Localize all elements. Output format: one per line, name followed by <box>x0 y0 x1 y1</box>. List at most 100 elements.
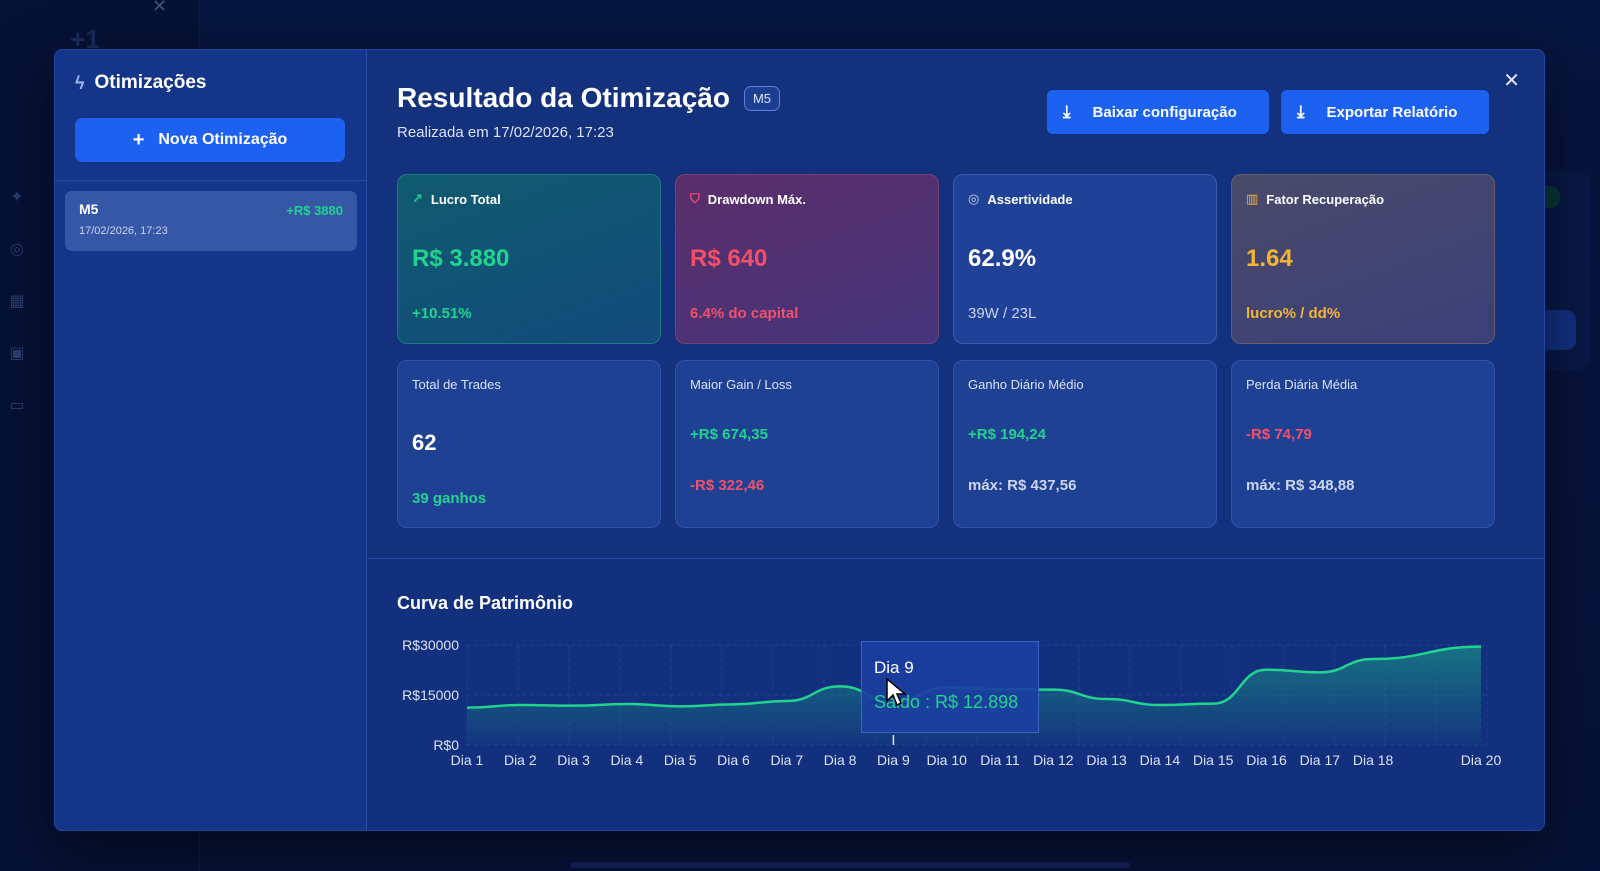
tooltip-value: Saldo : R$ 12.898 <box>874 692 1019 712</box>
card-header: ▥ Fator Recuperação <box>1246 191 1480 207</box>
download-icon: ⤓ <box>1297 102 1305 121</box>
card-label: Total de Trades <box>412 377 501 392</box>
grid-icon[interactable]: ▦ <box>9 293 25 310</box>
card-value: 62.9% <box>968 245 1037 272</box>
card-sub: -R$ 322,46 <box>690 477 765 494</box>
trending-up-icon: ↗ <box>412 191 423 206</box>
x-tick-label: Dia 5 <box>664 752 697 768</box>
lightning-icon: ϟ <box>75 72 85 93</box>
page-subtitle: Realizada em 17/02/2026, 17:23 <box>397 124 614 141</box>
card-label: Ganho Diário Médio <box>968 377 1084 392</box>
card-sub: máx: R$ 437,56 <box>968 477 1077 494</box>
card-label: Perda Diária Média <box>1246 377 1358 392</box>
page-title: Resultado da Otimização <box>397 82 730 113</box>
card-header: ↗ Lucro Total <box>412 191 646 207</box>
download-icon: ⤓ <box>1063 102 1071 121</box>
history-item-date: 17/02/2026, 17:23 <box>79 225 168 237</box>
card-label: Assertividade <box>987 191 1073 207</box>
card-max-gain-loss: Maior Gain / Loss +R$ 674,35 -R$ 322,46 <box>675 360 939 528</box>
x-tick-label: Dia 14 <box>1140 752 1181 768</box>
y-tick-label: R$0 <box>433 737 459 753</box>
sidebar-title: ϟ Otimizações <box>75 72 206 94</box>
export-report-button[interactable]: ⤓ Exportar Relatório <box>1281 90 1489 134</box>
card-value: +R$ 674,35 <box>690 426 768 443</box>
card-label: Maior Gain / Loss <box>690 377 792 392</box>
optimization-sidebar: ϟ Otimizações + Nova Otimização M5 +R$ 3… <box>55 50 367 830</box>
card-value: +R$ 194,24 <box>968 426 1046 443</box>
new-optimization-button[interactable]: + Nova Otimização <box>75 118 345 162</box>
x-tick-label: Dia 7 <box>770 752 803 768</box>
x-tick-label: Dia 17 <box>1300 752 1341 768</box>
card-value: 62 <box>412 430 437 455</box>
x-tick-label: Dia 16 <box>1246 752 1287 768</box>
sparkle-icon[interactable]: ✦ <box>10 189 24 206</box>
x-tick-label: Dia 6 <box>717 752 750 768</box>
card-value: -R$ 74,79 <box>1246 426 1312 443</box>
card-total-trades: Total de Trades 62 39 ganhos <box>397 360 661 528</box>
x-tick-label: Dia 8 <box>824 752 857 768</box>
history-item-name: M5 <box>79 201 99 217</box>
shield-icon: ⛉ <box>690 191 700 206</box>
x-tick-label: Dia 10 <box>926 752 967 768</box>
export-report-label: Exportar Relatório <box>1326 103 1458 121</box>
card-total-profit: ↗ Lucro Total R$ 3.880 +10.51% <box>397 174 661 344</box>
chart-tooltip: Dia 9 Saldo : R$ 12.898 <box>861 641 1039 733</box>
card-label: Lucro Total <box>430 191 501 207</box>
x-tick-label: Dia 12 <box>1033 752 1074 768</box>
card-label: Fator Recuperação <box>1266 191 1385 207</box>
robot-icon[interactable]: ▣ <box>9 345 25 362</box>
x-tick-label: Dia 2 <box>504 752 537 768</box>
card-avg-daily-gain: Ganho Diário Médio +R$ 194,24 máx: R$ 43… <box>953 360 1217 528</box>
card-sub: máx: R$ 348,88 <box>1246 477 1355 494</box>
optimization-modal: ϟ Otimizações + Nova Otimização M5 +R$ 3… <box>54 49 1545 831</box>
sidebar-divider <box>55 180 367 181</box>
bar-chart-icon: ▥ <box>1246 191 1259 206</box>
target-icon[interactable]: ◎ <box>10 241 24 258</box>
x-tick-label: Dia 13 <box>1086 752 1127 768</box>
background-scrollbar[interactable] <box>570 862 1130 868</box>
y-tick-label: R$30000 <box>402 637 459 653</box>
card-header: ◎ Assertividade <box>968 191 1202 207</box>
close-icon[interactable]: ✕ <box>1503 70 1520 92</box>
x-tick-label: Dia 11 <box>980 752 1020 768</box>
x-tick-label: Dia 20 <box>1461 752 1502 768</box>
x-tick-label: Dia 3 <box>557 752 590 768</box>
y-tick-label: R$15000 <box>402 687 459 703</box>
app-logo: +1 <box>70 23 100 54</box>
card-max-drawdown: ⛉ Drawdown Máx. R$ 640 6.4% do capital <box>675 174 939 344</box>
card-value: R$ 3.880 <box>412 245 510 272</box>
title-row: Resultado da Otimização M5 <box>397 82 781 114</box>
card-sub: lucro% / dd% <box>1246 305 1341 322</box>
equity-curve-section: Curva de Patrimônio R$30000 R$15000 R$0 Dia… <box>367 558 1544 830</box>
card-sub: 6.4% do capital <box>690 305 799 322</box>
card-icon[interactable]: ▭ <box>9 397 25 414</box>
card-label: Drawdown Máx. <box>707 191 807 207</box>
x-tick-label: Dia 1 <box>451 752 484 768</box>
tooltip-title: Dia 9 <box>874 658 914 677</box>
optimization-result: ✕ Resultado da Otimização M5 Realizada e… <box>367 50 1544 830</box>
card-recovery-factor: ▥ Fator Recuperação 1.64 lucro% / dd% <box>1231 174 1495 344</box>
mouse-cursor-icon <box>886 677 907 707</box>
download-config-label: Baixar configuração <box>1092 103 1237 121</box>
x-tick-label: Dia 15 <box>1193 752 1234 768</box>
card-sub: +10.51% <box>412 305 472 322</box>
card-sub: 39W / 23L <box>968 305 1037 322</box>
card-accuracy: ◎ Assertividade 62.9% 39W / 23L <box>953 174 1217 344</box>
chart-title: Curva de Patrimônio <box>397 593 574 613</box>
history-item[interactable]: M5 +R$ 3880 17/02/2026, 17:23 <box>65 191 357 251</box>
target-icon: ◎ <box>968 191 980 206</box>
card-value: 1.64 <box>1246 245 1293 272</box>
card-avg-daily-loss: Perda Diária Média -R$ 74,79 máx: R$ 348… <box>1231 360 1495 528</box>
card-sub: 39 ganhos <box>412 490 487 507</box>
download-config-button[interactable]: ⤓ Baixar configuração <box>1047 90 1269 134</box>
card-value: R$ 640 <box>690 245 768 272</box>
sidebar-title-text: Otimizações <box>94 72 207 93</box>
card-header: ⛉ Drawdown Máx. <box>690 191 924 207</box>
plus-icon: + <box>132 128 145 151</box>
timeframe-badge: M5 <box>743 85 781 111</box>
x-tick-label: Dia 4 <box>611 752 644 768</box>
history-item-value: +R$ 3880 <box>286 203 343 218</box>
new-optimization-label: Nova Otimização <box>158 131 288 148</box>
x-tick-label: Dia 9 <box>877 752 910 768</box>
background-close-icon[interactable]: ✕ <box>152 0 168 16</box>
